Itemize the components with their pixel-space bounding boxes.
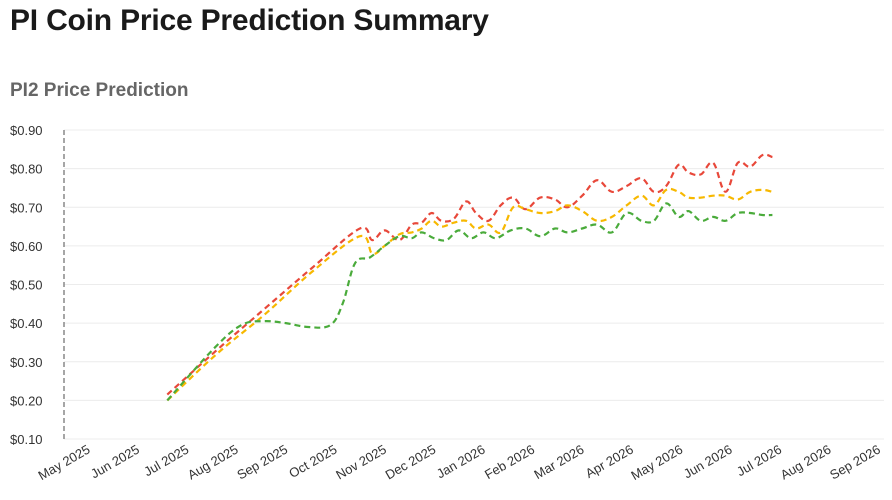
x-tick-label: Jun 2025 [88,442,142,482]
page-title: PI Coin Price Prediction Summary [10,4,489,37]
series-line-3 [166,202,773,402]
y-tick-label: $0.70 [10,200,43,215]
x-tick-label: May 2025 [36,442,93,484]
x-tick-label: Dec 2025 [383,442,439,483]
x-tick-label: Nov 2025 [333,442,389,483]
x-tick-label: Aug 2025 [185,442,241,483]
x-tick-label: Jun 2026 [681,442,735,482]
x-tick-label: Oct 2025 [286,442,339,481]
y-tick-label: $0.60 [10,239,43,254]
x-tick-label: May 2026 [628,442,685,484]
y-tick-label: $0.90 [10,123,43,138]
x-tick-label: Aug 2026 [778,442,834,483]
x-tick-label: Feb 2026 [482,442,537,482]
y-tick-label: $0.20 [10,393,43,408]
y-tick-label: $0.40 [10,316,43,331]
series-line-1 [166,153,773,396]
x-tick-label: Jul 2025 [141,442,191,480]
x-tick-label: Jul 2026 [734,442,784,480]
x-tick-label: Sep 2026 [827,442,883,483]
y-tick-labels: $0.10 $0.20 $0.30 $0.40 $0.50 $0.60 $0.70 $0.80… [10,123,43,447]
series-line-2 [166,187,773,402]
x-tick-label: Sep 2025 [234,442,290,483]
grid-lines [64,129,884,440]
chart-title: PI2 Price Prediction [10,80,189,101]
y-tick-label: $0.50 [10,278,43,293]
y-tick-label: $0.10 [10,432,43,447]
series-lines [166,153,773,402]
x-tick-label: Mar 2026 [531,442,586,482]
x-tick-label: Apr 2026 [583,442,636,481]
y-tick-label: $0.30 [10,355,43,370]
x-tick-label: Jan 2026 [434,442,488,482]
y-tick-label: $0.80 [10,162,43,177]
